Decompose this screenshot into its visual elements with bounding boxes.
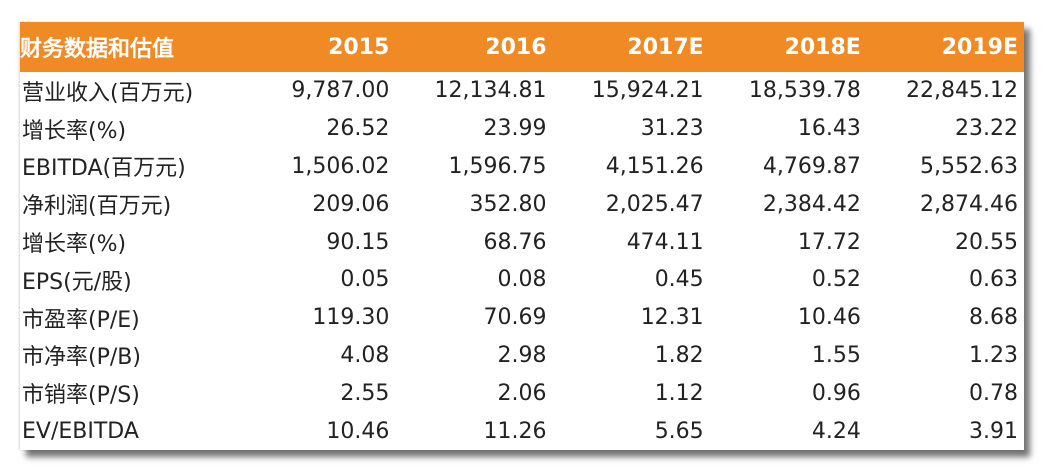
table-cell: 119.30 — [312, 305, 390, 331]
table-row: 市销率(P/S) 2.55 2.06 1.12 0.96 0.78 — [20, 374, 1024, 412]
table-cell: 15,924.21 — [591, 78, 704, 104]
row-label: 市净率(P/B) — [22, 345, 141, 371]
table-cell: 2,874.46 — [920, 191, 1018, 217]
table-cell: 2.55 — [340, 380, 390, 406]
table-cell: 0.08 — [497, 267, 547, 293]
table-row: 营业收入(百万元) 9,787.00 12,134.81 15,924.21 1… — [20, 72, 1024, 110]
table-cell: 1,596.75 — [448, 153, 547, 179]
table-cell: 11.26 — [483, 418, 547, 444]
table-cell: 17.72 — [797, 229, 861, 255]
financial-data-table-card: 财务数据和估值 2015 2016 2017E 2018E 2019E 营业收入… — [20, 22, 1024, 450]
table-cell: 1,506.02 — [291, 153, 390, 179]
row-label: 营业收入(百万元) — [22, 80, 194, 106]
table-cell: 68.76 — [483, 229, 547, 255]
table-cell: 1.82 — [654, 342, 704, 368]
table-cell: 209.06 — [312, 191, 390, 217]
row-label: 增长率(%) — [22, 232, 127, 258]
row-label: 净利润(百万元) — [22, 194, 172, 220]
table-cell: 352.80 — [469, 191, 547, 217]
table-cell: 2,025.47 — [605, 191, 704, 217]
table-row: 增长率(%) 26.52 23.99 31.23 16.43 23.22 — [20, 110, 1024, 148]
table-cell: 4,151.26 — [605, 153, 704, 179]
table-row: EV/EBITDA 10.46 11.26 5.65 4.24 3.91 — [20, 412, 1024, 450]
table-cell: 26.52 — [326, 116, 390, 142]
table-cell: 0.63 — [969, 267, 1018, 293]
table-cell: 23.22 — [955, 116, 1018, 142]
table-cell: 31.23 — [640, 116, 704, 142]
table-cell: 22,845.12 — [906, 78, 1018, 104]
table-cell: 20.55 — [955, 229, 1018, 255]
table-cell: 2.98 — [497, 342, 547, 368]
table-cell: 0.78 — [969, 380, 1018, 406]
table-cell: 12.31 — [640, 305, 704, 331]
table-row: EPS(元/股) 0.05 0.08 0.45 0.52 0.63 — [20, 261, 1024, 299]
table-cell: 4.24 — [811, 418, 861, 444]
table-header-row: 财务数据和估值 2015 2016 2017E 2018E 2019E — [20, 22, 1024, 72]
row-label: EPS(元/股) — [22, 269, 132, 295]
header-cell-label: 财务数据和估值 — [20, 37, 175, 62]
header-cell-year: 2015 — [328, 34, 390, 60]
row-label: EBITDA(百万元) — [22, 156, 186, 182]
header-cell-year: 2019E — [941, 34, 1018, 60]
table-cell: 2.06 — [497, 380, 547, 406]
table-cell: 4.08 — [340, 342, 390, 368]
table-cell: 474.11 — [626, 229, 704, 255]
table-row: 增长率(%) 90.15 68.76 474.11 17.72 20.55 — [20, 223, 1024, 261]
table-cell: 18,539.78 — [748, 78, 861, 104]
table-cell: 12,134.81 — [434, 78, 547, 104]
header-cell-year: 2017E — [627, 34, 704, 60]
table-cell: 0.45 — [654, 267, 704, 293]
table-cell: 0.96 — [811, 380, 861, 406]
table-cell: 4,769.87 — [762, 153, 861, 179]
table-row: EBITDA(百万元) 1,506.02 1,596.75 4,151.26 4… — [20, 148, 1024, 186]
table-cell: 10.46 — [797, 305, 861, 331]
header-cell-year: 2018E — [784, 34, 861, 60]
row-label: 市销率(P/S) — [22, 383, 140, 409]
financial-data-table: 财务数据和估值 2015 2016 2017E 2018E 2019E 营业收入… — [20, 22, 1024, 450]
table-cell: 0.05 — [340, 267, 390, 293]
row-label: 市盈率(P/E) — [22, 307, 140, 333]
header-cell-year: 2016 — [485, 34, 547, 60]
table-row: 净利润(百万元) 209.06 352.80 2,025.47 2,384.42… — [20, 185, 1024, 223]
table-cell: 16.43 — [797, 116, 861, 142]
table-row: 市净率(P/B) 4.08 2.98 1.82 1.55 1.23 — [20, 337, 1024, 375]
table-cell: 0.52 — [811, 267, 861, 293]
table-cell: 9,787.00 — [291, 78, 390, 104]
table-cell: 23.99 — [483, 116, 547, 142]
table-cell: 3.91 — [969, 418, 1018, 444]
table-cell: 5,552.63 — [920, 153, 1018, 179]
table-cell: 10.46 — [326, 418, 390, 444]
row-label: EV/EBITDA — [22, 418, 139, 444]
table-cell: 70.69 — [483, 305, 547, 331]
table-cell: 8.68 — [969, 305, 1018, 331]
table-body: 营业收入(百万元) 9,787.00 12,134.81 15,924.21 1… — [20, 72, 1024, 450]
table-cell: 1.12 — [654, 380, 704, 406]
table-row: 市盈率(P/E) 119.30 70.69 12.31 10.46 8.68 — [20, 299, 1024, 337]
row-label: 增长率(%) — [22, 118, 127, 144]
table-cell: 2,384.42 — [762, 191, 861, 217]
table-cell: 5.65 — [654, 418, 704, 444]
table-cell: 1.23 — [969, 342, 1018, 368]
table-cell: 90.15 — [326, 229, 390, 255]
table-cell: 1.55 — [811, 342, 861, 368]
